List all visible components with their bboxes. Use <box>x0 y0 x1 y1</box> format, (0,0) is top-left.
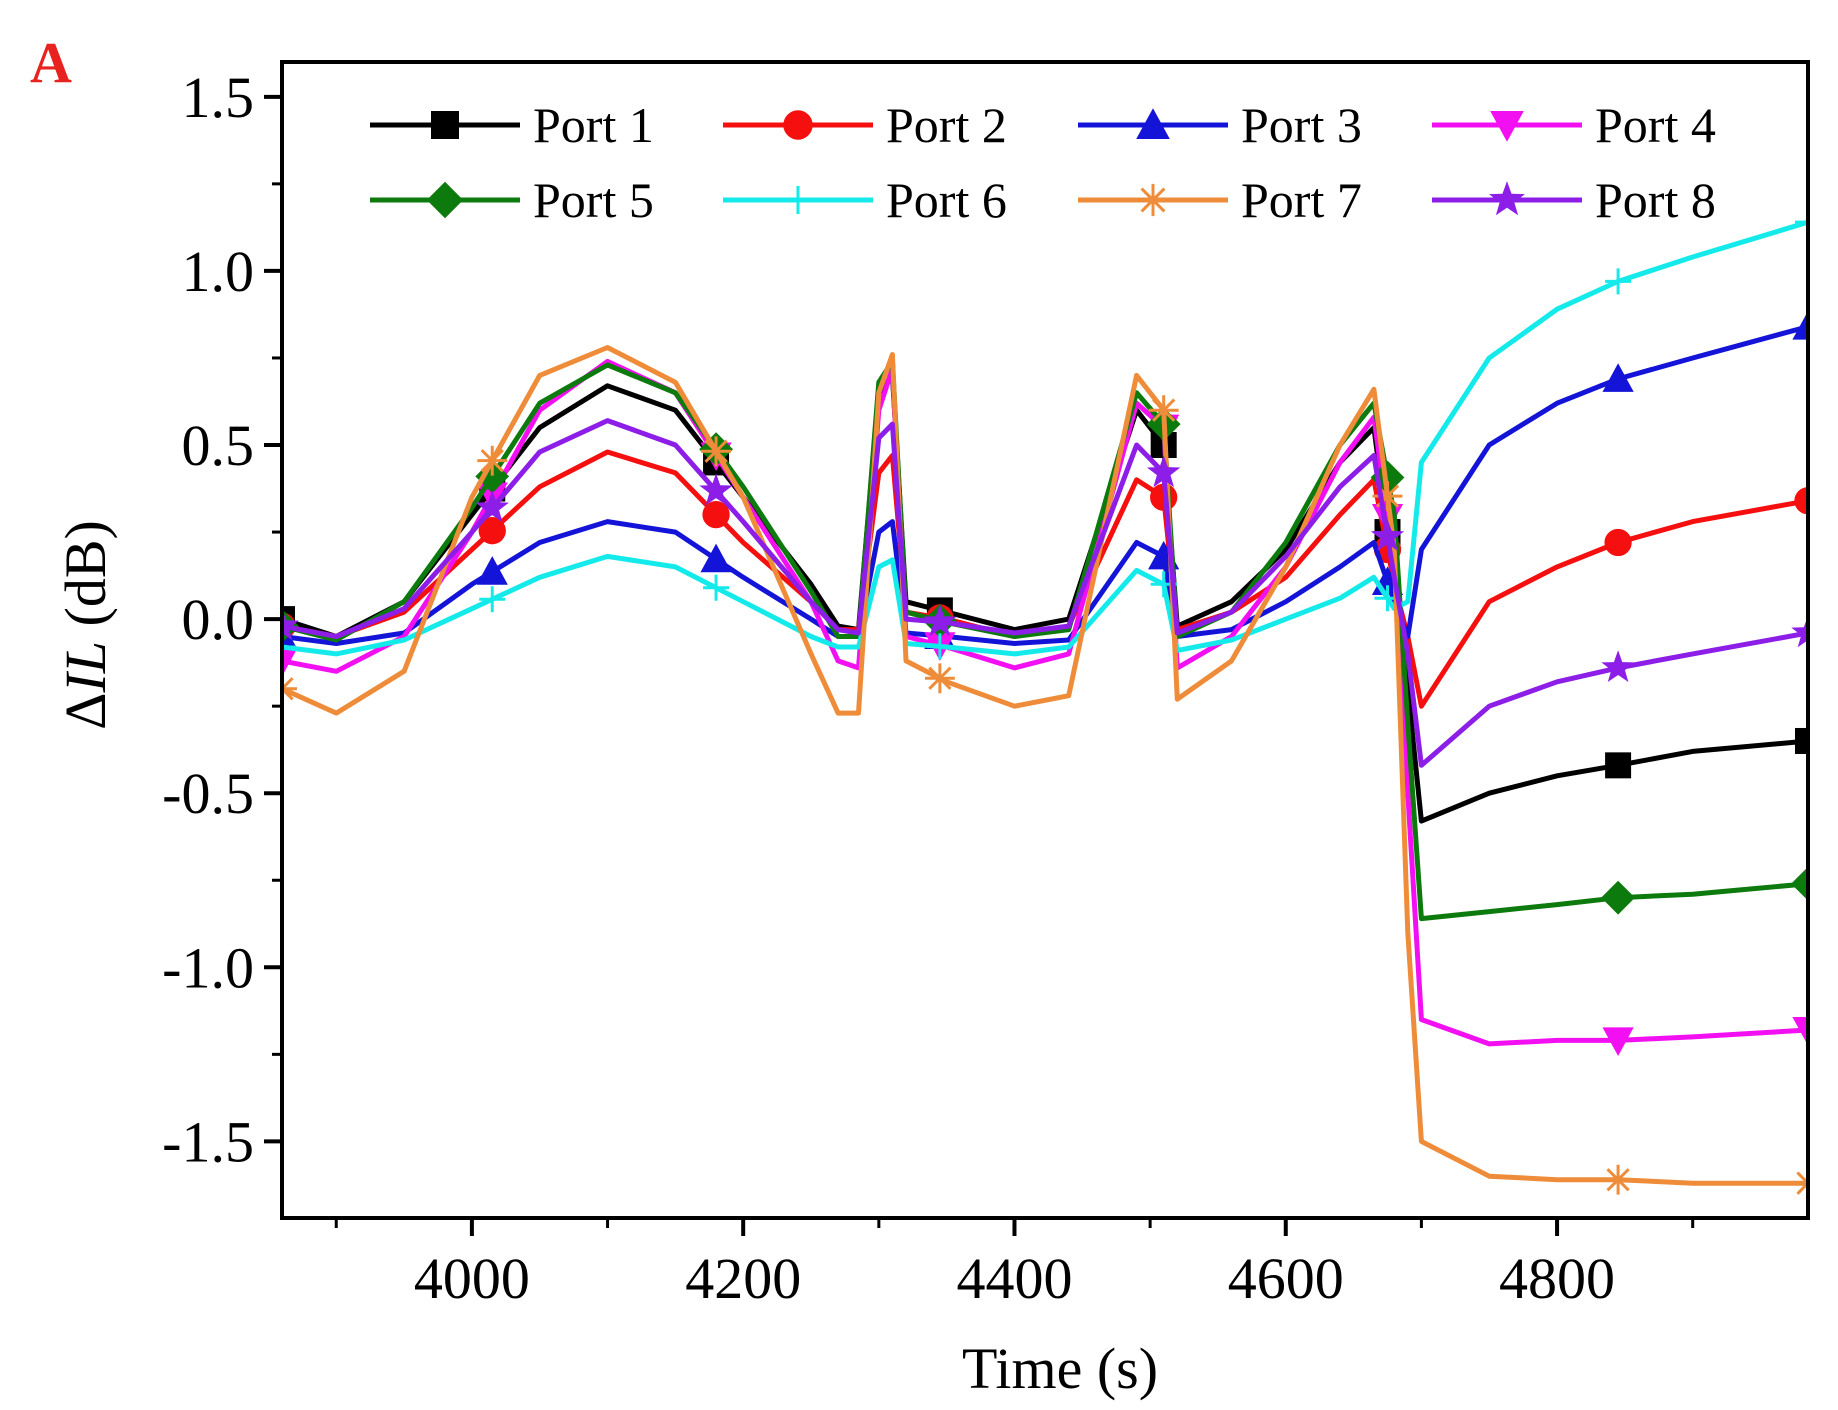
series-6-point-3 <box>703 574 730 601</box>
series-3-point-3 <box>700 543 732 573</box>
y-tick-label-4: 0.0 <box>182 587 255 652</box>
legend-item-4: Port 4 <box>1432 97 1716 153</box>
series-7-point-6 <box>1372 481 1403 512</box>
series-6-point-2 <box>479 586 506 613</box>
series-7-point-5 <box>1148 395 1179 426</box>
series-line-4 <box>282 358 1808 1047</box>
panel-label: A <box>30 30 72 95</box>
series-8-point-7 <box>1601 650 1635 683</box>
series-line-3 <box>282 324 1808 646</box>
y-tick-label-6: -1.0 <box>162 935 254 1000</box>
legend-label-8: Port 8 <box>1595 172 1716 228</box>
y-axis-title-symbol: IL <box>53 641 118 694</box>
series-8-point-3 <box>699 473 733 506</box>
series-2-point-7 <box>1604 528 1632 557</box>
series-3-point-8 <box>1792 311 1808 340</box>
plot-frame <box>280 60 1810 1220</box>
x-tick-label-2: 4200 <box>685 1246 801 1311</box>
legend-marker-6 <box>784 186 812 214</box>
x-tick-label-1: 4000 <box>414 1246 530 1311</box>
legend-marker-3 <box>1136 108 1170 139</box>
legend-item-8: Port 8 <box>1432 172 1716 228</box>
y-tick-label-2: 1.0 <box>182 239 255 304</box>
series-8-point-5 <box>1146 455 1181 488</box>
series-7-point-7 <box>1603 1164 1634 1195</box>
legend-item-7: Port 7 <box>1078 172 1362 228</box>
legend-label-5: Port 5 <box>533 172 654 228</box>
legend-marker-7 <box>1136 183 1170 217</box>
series-line-6 <box>282 219 1808 657</box>
legend: Port 1 Port 2 Port 3 Port 4 Port 5 Port 6 Port… <box>370 97 1716 228</box>
legend-label-6: Port 6 <box>886 172 1007 228</box>
series-2-point-2 <box>478 517 506 545</box>
series-6-point-7 <box>1605 268 1632 295</box>
legend-item-5: Port 5 <box>370 172 654 228</box>
x-tick-label-5: 4800 <box>1499 1246 1615 1311</box>
series-4-point-1 <box>282 647 298 677</box>
legend-marker-1 <box>431 111 459 139</box>
series-line-2 <box>282 449 1808 709</box>
series-7 <box>282 345 1808 1199</box>
legend-label-4: Port 4 <box>1595 97 1716 153</box>
series-6-point-8 <box>1795 209 1808 236</box>
legend-item-2: Port 2 <box>723 97 1007 153</box>
series-line-5 <box>282 358 1808 922</box>
series-7-point-3 <box>701 436 732 467</box>
series-1-point-7 <box>1605 752 1632 779</box>
series-5-point-8 <box>1791 866 1808 901</box>
legend-marker-5 <box>426 181 464 219</box>
legend-marker-2 <box>783 110 813 140</box>
series-1-point-8 <box>1795 727 1808 754</box>
legend-label-2: Port 2 <box>886 97 1007 153</box>
series-8-point-1 <box>282 608 299 641</box>
series-8 <box>282 418 1808 768</box>
series-6-point-4 <box>926 633 953 660</box>
x-axis-title: Time (s) <box>962 1336 1158 1401</box>
y-tick-label-3: 0.5 <box>182 413 255 478</box>
series-8-point-6 <box>1370 519 1405 551</box>
series-line-8 <box>282 418 1808 768</box>
legend-item-6: Port 6 <box>723 172 1007 228</box>
legend-label-7: Port 7 <box>1241 172 1362 228</box>
legend-item-3: Port 3 <box>1078 97 1362 153</box>
legend-marker-8 <box>1489 181 1525 216</box>
series-4-point-7 <box>1602 1027 1634 1057</box>
y-axis-title-delta: Δ <box>53 693 118 730</box>
series-7-point-4 <box>924 663 955 694</box>
series-8-point-4 <box>923 604 957 637</box>
series-3-point-2 <box>476 556 508 585</box>
legend-label-1: Port 1 <box>533 97 654 153</box>
series-5-point-7 <box>1601 880 1635 915</box>
series-4-point-8 <box>1792 1016 1808 1046</box>
x-tick-label-3: 4400 <box>956 1246 1072 1311</box>
y-tick-label-1: 1.5 <box>182 65 255 130</box>
series-8-point-8 <box>1791 615 1808 648</box>
series-line-1 <box>282 372 1808 824</box>
legend-label-3: Port 3 <box>1241 97 1362 153</box>
y-tick-label-7: -1.5 <box>162 1109 254 1174</box>
legend-item-1: Port 1 <box>370 97 654 153</box>
series-2-point-8 <box>1794 487 1808 515</box>
series-line-7 <box>282 345 1808 1186</box>
legend-marker-4 <box>1490 111 1524 142</box>
y-tick-label-5: -0.5 <box>162 761 254 826</box>
axes: 1.5 1.0 0.5 0.0 -0.5 -1.0 -1.5 4000 4200 4400 4600… <box>162 60 1810 1311</box>
series-2-point-3 <box>702 501 730 529</box>
plot-area <box>282 209 1808 1199</box>
series-6 <box>282 209 1808 660</box>
series-8-point-2 <box>475 490 509 523</box>
series-3-point-7 <box>1602 363 1634 392</box>
series-6-point-1 <box>282 633 295 660</box>
y-axis-title-unit: (dB) <box>53 520 118 641</box>
x-tick-label-4: 4600 <box>1228 1246 1344 1311</box>
series-7-point-2 <box>477 445 508 476</box>
y-axis-title: ΔIL (dB) <box>53 520 118 730</box>
